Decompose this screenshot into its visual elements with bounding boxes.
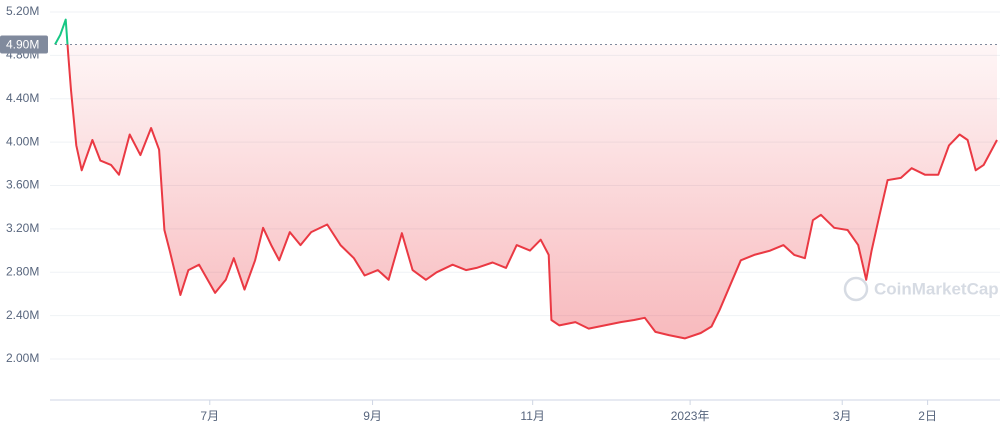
watermark-text: CoinMarketCap [874, 279, 999, 298]
x-tick-label: 9月 [363, 409, 382, 423]
watermark-logo [843, 276, 869, 302]
y-tick-label: 5.20M [6, 4, 39, 18]
x-tick-label: 2日 [918, 409, 937, 423]
watermark: CoinMarketCap [843, 276, 999, 302]
y-tick-label: 2.40M [6, 308, 39, 322]
y-tick-label: 3.20M [6, 221, 39, 235]
y-tick-label: 2.80M [6, 264, 39, 278]
price-line [54, 18, 998, 340]
y-tick-label: 4.00M [6, 134, 39, 148]
baseline-label: 4.90M [6, 38, 39, 52]
x-tick-label: 11月 [520, 409, 544, 423]
baseline-label-bg [0, 35, 48, 54]
y-tick-label: 2.00M [6, 351, 39, 365]
x-tick-label: 7月 [200, 409, 219, 423]
price-area [55, 44, 997, 339]
x-tick-label: 2023年 [671, 409, 710, 423]
y-tick-label: 3.60M [6, 178, 39, 192]
y-tick-label: 4.40M [6, 91, 39, 105]
x-tick-label: 3月 [833, 409, 852, 423]
